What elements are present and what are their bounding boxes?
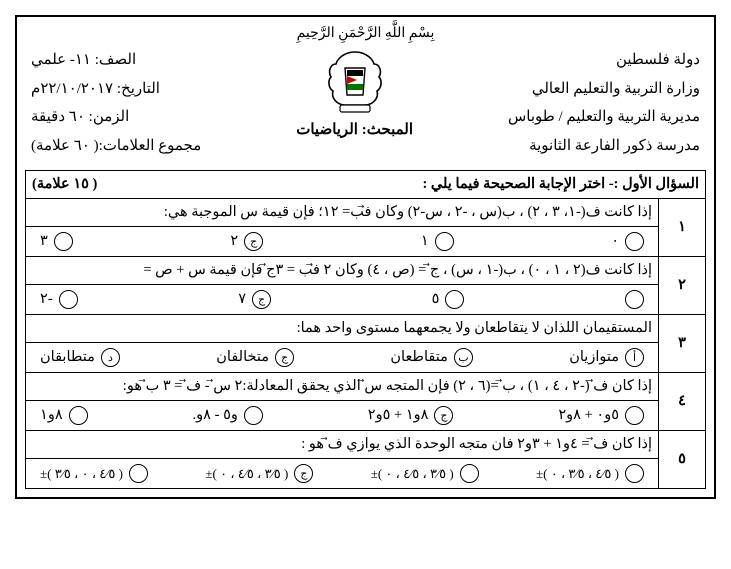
opt-label: ٥ (432, 291, 440, 308)
radio-icon[interactable] (625, 406, 644, 425)
palestine-emblem-icon (325, 50, 385, 116)
radio-selected-icon[interactable]: ج (275, 348, 294, 367)
q-row: ٤ إذا كان ف⃗ (-٢ ، ٤ ، ١) ، ب⃗ =(٦ ، ٢) … (26, 373, 706, 401)
q-row: ٣ المستقيمان اللذان لا يتقاطعان ولا يجمع… (26, 315, 706, 343)
radio-icon[interactable] (625, 290, 644, 309)
radio-icon[interactable] (445, 290, 464, 309)
opt-label: ١ (421, 233, 429, 250)
bismillah: بِسْمِ اللَّهِ الرَّحْمَنِ الرَّحِيمِ (25, 25, 706, 42)
radio-icon[interactable] (69, 406, 88, 425)
q-options: ٠ ١ ج٢ ٣ (32, 232, 652, 251)
header-left: الصف: ١١- علمي التاريخ: ٢٢/١٠/٢٠١٧م الزم… (31, 46, 201, 160)
opt-label: متطابقان (40, 349, 95, 366)
radio-selected-icon[interactable]: ج (434, 406, 453, 425)
q-options: أ متوازيان ب متقاطعان ج متخالفان د متطابقان (32, 348, 652, 367)
q-opts-row: ٥و٠ + ٨و٢ ج ٨و١ + ٥و٢ و٥ - ٨و. ٨و١ (26, 401, 706, 431)
radio-selected-icon[interactable]: ج (244, 232, 263, 251)
date: التاريخ: ٢٢/١٠/٢٠١٧م (31, 75, 201, 104)
opt-label: ٥و٠ + ٨و٢ (558, 407, 619, 424)
radio-letter-icon[interactable]: د (101, 348, 120, 367)
total-marks: مجموع العلامات:( ٦٠ علامة) (31, 132, 201, 161)
q-opts-row: ٥ ج٧ -٢ (26, 285, 706, 315)
opt-label: ( ٤⁄٥ ، ٠ ، ٣⁄٥ )± (40, 466, 123, 482)
school: مدرسة ذكور الفارعة الثانوية (508, 132, 700, 161)
radio-icon[interactable] (460, 464, 479, 483)
q-text: المستقيمان اللذان لا يتقاطعان ولا يجمعهم… (26, 315, 659, 343)
q-options: ( ٤⁄٥ ، ٣⁄٥ ، ٠ )± ( ٣⁄٥ ، ٤⁄٥ ، ٠ )± ج (… (32, 464, 652, 483)
opt-label: ٣ (40, 233, 48, 250)
radio-selected-icon[interactable]: ج (294, 464, 313, 483)
grade: الصف: ١١- علمي (31, 46, 201, 75)
opt-label: ٢ (230, 233, 238, 250)
radio-icon[interactable] (244, 406, 263, 425)
opt-label: ( ٤⁄٥ ، ٣⁄٥ ، ٠ )± (536, 466, 619, 482)
q-row: ٢ إذا كانت ف(٢ ، ١ ، ٠) ، ب(-١ ، س) ، ج⃗… (26, 257, 706, 285)
radio-icon[interactable] (59, 290, 78, 309)
opt-label: و٥ - ٨و. (193, 407, 238, 424)
q-text: إذا كانت ‎ف(-١، ٣ ، ٢) ، ب(س ، -٢ ، س-٢)… (26, 199, 659, 227)
opt-label: ( ٣⁄٥ ، ٤⁄٥ ، ٠ )± (205, 466, 288, 482)
opt-label: متقاطعان (390, 349, 448, 366)
radio-letter-icon[interactable]: ب (454, 348, 473, 367)
opt-label: ٨و١ + ٥و٢ (368, 407, 429, 424)
opt-label: ( ٣⁄٥ ، ٤⁄٥ ، ٠ )± (371, 466, 454, 482)
q-text: إذا كان ف⃗ (-٢ ، ٤ ، ١) ، ب⃗ =(٦ ، ٢) فإ… (26, 373, 659, 401)
q-number: ٥ (659, 431, 706, 489)
opt-label: متخالفان (216, 349, 269, 366)
radio-icon[interactable] (435, 232, 454, 251)
state: دولة فلسطين (508, 46, 700, 75)
q-number: ١ (659, 199, 706, 257)
q-row: ٥ إذا كان ف⃗ = ٤و١ + ٣و٢ فان متجه الوحدة… (26, 431, 706, 459)
exam-page: بِسْمِ اللَّهِ الرَّحْمَنِ الرَّحِيمِ دو… (15, 15, 716, 499)
q-text: إذا كانت ف(٢ ، ١ ، ٠) ، ب(-١ ، س) ، ج⃗ =… (26, 257, 659, 285)
q-number: ٤ (659, 373, 706, 431)
q-options: ٥و٠ + ٨و٢ ج ٨و١ + ٥و٢ و٥ - ٨و. ٨و١ (32, 406, 652, 425)
q-number: ٣ (659, 315, 706, 373)
radio-icon[interactable] (625, 464, 644, 483)
time: الزمن: ٦٠ دقيقة (31, 103, 201, 132)
q-opts-row: أ متوازيان ب متقاطعان ج متخالفان د متطابقان (26, 343, 706, 373)
opt-label: ٧ (238, 291, 246, 308)
radio-icon[interactable] (54, 232, 73, 251)
q-row: ١ إذا كانت ‎ف(-١، ٣ ، ٢) ، ب(س ، -٢ ، س-… (26, 199, 706, 227)
emblem-block: المبحث: الرياضيات (296, 46, 413, 139)
q-opts-row: ( ٤⁄٥ ، ٣⁄٥ ، ٠ )± ( ٣⁄٥ ، ٤⁄٥ ، ٠ )± ج (… (26, 459, 706, 489)
opt-label: -٢ (40, 291, 53, 308)
header-right: دولة فلسطين وزارة التربية والتعليم العال… (508, 46, 700, 160)
q-number: ٢ (659, 257, 706, 315)
q-text: إذا كان ف⃗ = ٤و١ + ٣و٢ فان متجه الوحدة ا… (26, 431, 659, 459)
q1-title: السؤال الأول :- اختر الإجابة الصحيحة فيم… (422, 176, 699, 193)
question-header-row: السؤال الأول :- اختر الإجابة الصحيحة فيم… (26, 171, 706, 199)
radio-selected-icon[interactable]: ج (252, 290, 271, 309)
exam-table: السؤال الأول :- اختر الإجابة الصحيحة فيم… (25, 170, 706, 489)
q1-marks: ( ١٥ علامة) (32, 176, 97, 193)
opt-label: ٠ (611, 233, 619, 250)
radio-letter-icon[interactable]: أ (625, 348, 644, 367)
radio-icon[interactable] (625, 232, 644, 251)
q-options: ٥ ج٧ -٢ (32, 290, 652, 309)
header: دولة فلسطين وزارة التربية والتعليم العال… (25, 46, 706, 170)
q-opts-row: ٠ ١ ج٢ ٣ (26, 227, 706, 257)
ministry: وزارة التربية والتعليم العالي (508, 75, 700, 104)
opt-label: ٨و١ (40, 407, 63, 424)
directorate: مديرية التربية والتعليم / طوباس (508, 103, 700, 132)
radio-icon[interactable] (129, 464, 148, 483)
opt-label: متوازيان (569, 349, 619, 366)
subject: المبحث: الرياضيات (296, 120, 413, 139)
